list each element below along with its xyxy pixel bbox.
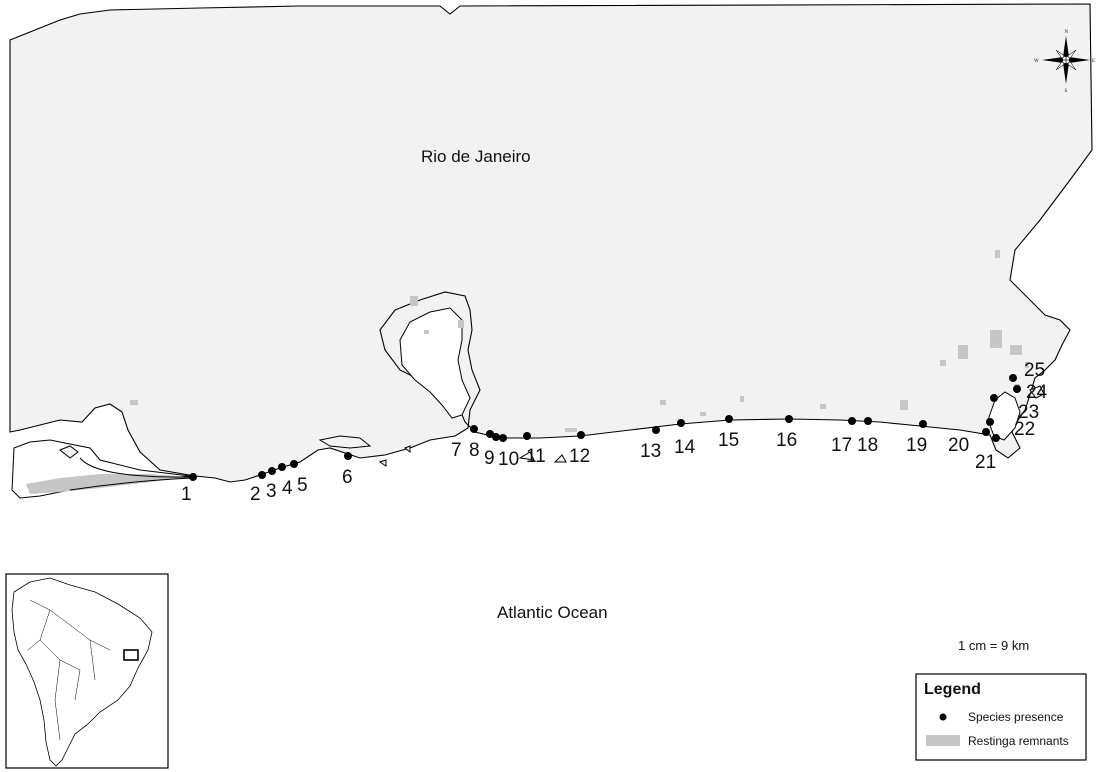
compass-south: S xyxy=(1065,89,1068,94)
compass-west: W xyxy=(1034,59,1039,64)
site-marker xyxy=(992,434,1000,442)
land-mass xyxy=(9,3,1093,483)
site-label: 21 xyxy=(975,452,996,473)
site-label: 8 xyxy=(469,440,480,461)
site-marker xyxy=(258,471,266,479)
scale-label: 1 cm = 9 km xyxy=(958,638,1029,653)
site-label: 2 xyxy=(250,484,261,505)
legend-dot-icon xyxy=(939,713,947,721)
site-label: 16 xyxy=(776,430,797,451)
inset-study-area-marker xyxy=(123,649,139,661)
legend-title: Legend xyxy=(924,681,981,698)
compass-east: E xyxy=(1092,59,1095,64)
site-label: 4 xyxy=(282,478,293,499)
south-america-inset-map-icon xyxy=(11,577,153,767)
site-marker xyxy=(523,432,531,440)
site-label: 23 xyxy=(1018,402,1039,423)
site-marker xyxy=(1013,385,1021,393)
legend: Legend Species presence Restinga remnant… xyxy=(915,673,1087,761)
marambaia-spit xyxy=(69,457,193,491)
site-marker xyxy=(344,452,352,460)
site-label: 13 xyxy=(640,441,661,462)
site-label: 14 xyxy=(674,437,696,458)
site-label: 20 xyxy=(948,435,969,456)
site-marker xyxy=(652,426,660,434)
site-label: 15 xyxy=(718,430,739,451)
site-label: 11 xyxy=(526,446,546,467)
site-marker xyxy=(919,420,927,428)
site-marker xyxy=(577,431,585,439)
restinga-marambaia xyxy=(26,474,190,494)
islands xyxy=(59,385,1045,467)
site-label: 12 xyxy=(569,446,590,467)
legend-item-restinga: Restinga remnants xyxy=(968,734,1069,748)
site-label: 19 xyxy=(906,435,927,456)
site-marker xyxy=(290,460,298,468)
site-marker xyxy=(785,415,793,423)
site-label: 9 xyxy=(484,448,495,469)
region-label-ocean: Atlantic Ocean xyxy=(497,603,608,622)
site-label: 22 xyxy=(1014,419,1035,440)
site-marker xyxy=(486,430,494,438)
site-label: 6 xyxy=(342,467,353,488)
site-label: 3 xyxy=(266,481,277,502)
site-marker xyxy=(268,467,276,475)
inset-country-borders xyxy=(27,599,111,741)
site-label: 7 xyxy=(451,440,462,461)
site-marker xyxy=(470,425,478,433)
site-label: 5 xyxy=(297,475,308,496)
site-marker xyxy=(982,428,990,436)
legend-item-species: Species presence xyxy=(968,710,1064,724)
site-marker xyxy=(986,418,994,426)
site-labels: 1 2 3 4 5 6 7 8 9 10 11 12 13 14 15 16 1… xyxy=(181,360,1048,505)
site-label: 1 xyxy=(181,484,192,505)
site-marker xyxy=(499,434,507,442)
site-marker xyxy=(1009,374,1017,382)
site-markers xyxy=(189,374,1021,481)
guanabara-bay xyxy=(399,307,471,419)
site-marker xyxy=(725,415,733,423)
compass-north: N xyxy=(1065,30,1069,35)
site-label: 17 xyxy=(831,435,852,456)
site-marker xyxy=(864,417,872,425)
legend-restinga-swatch-icon xyxy=(926,735,960,746)
compass-rose-icon: N S E W xyxy=(1034,30,1095,94)
site-marker xyxy=(677,419,685,427)
site-marker xyxy=(848,417,856,425)
site-marker xyxy=(990,394,998,402)
site-marker xyxy=(189,473,197,481)
site-marker xyxy=(492,433,500,441)
site-label: 25 xyxy=(1024,360,1045,381)
site-label: 18 xyxy=(857,435,878,456)
region-label-land: Rio de Janeiro xyxy=(421,147,531,166)
site-label: 24 xyxy=(1026,382,1048,403)
site-label: 10 xyxy=(498,449,519,470)
inset-map xyxy=(5,573,169,769)
site-marker xyxy=(278,463,286,471)
